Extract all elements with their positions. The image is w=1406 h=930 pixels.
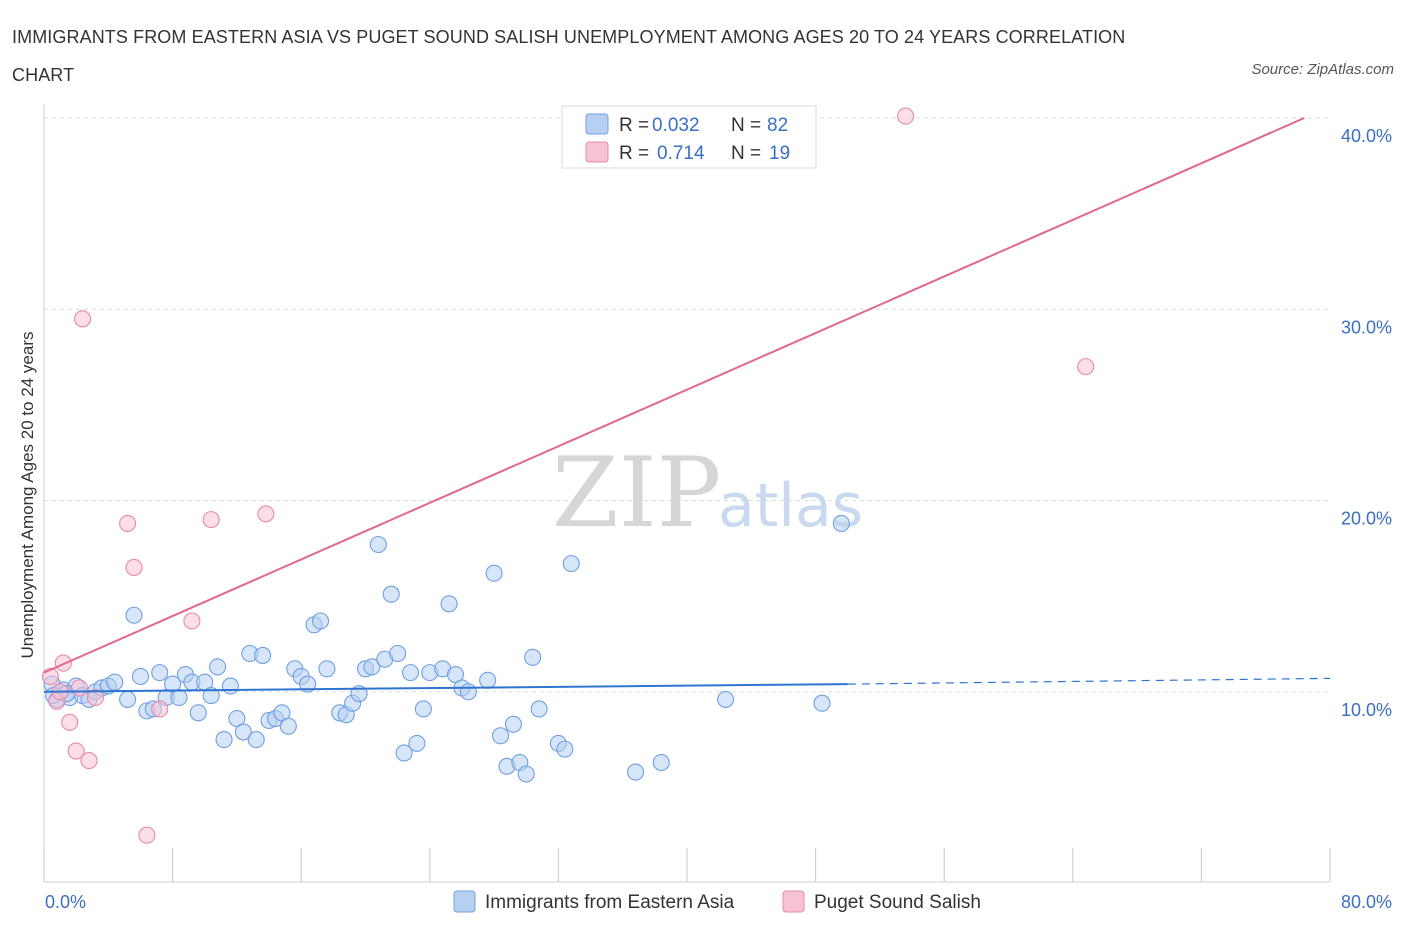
- point-eastern-asia: [389, 644, 407, 663]
- point-eastern-asia: [717, 690, 735, 708]
- point-eastern-asia: [440, 595, 458, 613]
- bottom-legend: Immigrants from Eastern Asia Puget Sound…: [453, 890, 981, 913]
- trend-line-puget-sound-salish: [43, 117, 1305, 674]
- y-tick-label: 20.0%: [1341, 509, 1392, 529]
- point-eastern-asia: [517, 765, 535, 783]
- point-puget-sound-salish: [151, 700, 169, 718]
- point-puget-sound-salish: [183, 612, 201, 630]
- point-eastern-asia: [189, 704, 207, 722]
- point-eastern-asia: [832, 514, 850, 533]
- y-tick-label: 30.0%: [1341, 317, 1392, 337]
- legend-r-value: 0.714: [657, 143, 705, 164]
- point-eastern-asia: [401, 664, 420, 682]
- point-puget-sound-salish: [119, 514, 137, 533]
- y-tick-label: 10.0%: [1341, 700, 1392, 720]
- point-puget-sound-salish: [1077, 358, 1095, 376]
- legend: R = 0.032 N = 82 R = 0.714 N = 19: [561, 105, 817, 169]
- point-puget-sound-salish: [74, 310, 92, 328]
- axes: [43, 104, 1331, 883]
- point-puget-sound-salish: [67, 742, 85, 760]
- point-eastern-asia: [151, 664, 169, 682]
- point-eastern-asia: [562, 555, 580, 573]
- point-eastern-asia: [652, 753, 670, 772]
- point-eastern-asia: [524, 648, 542, 666]
- legend-swatch-blue: [585, 113, 609, 135]
- point-eastern-asia: [234, 723, 252, 741]
- point-puget-sound-salish: [80, 752, 98, 770]
- legend-r-label: R =: [619, 115, 649, 136]
- point-eastern-asia: [627, 763, 645, 781]
- x-tick-labels: 0.0% 80.0%: [45, 892, 1392, 912]
- point-puget-sound-salish: [61, 713, 79, 731]
- bottom-legend-label-blue: Immigrants from Eastern Asia: [485, 892, 735, 913]
- trend-lines: [43, 117, 1331, 693]
- gridlines: [44, 117, 1330, 693]
- point-puget-sound-salish: [897, 107, 915, 125]
- point-eastern-asia: [530, 700, 548, 718]
- point-eastern-asia: [813, 694, 831, 712]
- point-eastern-asia: [170, 688, 188, 707]
- point-puget-sound-salish: [70, 679, 88, 697]
- point-eastern-asia: [254, 646, 272, 664]
- point-puget-sound-salish: [257, 505, 275, 523]
- y-tick-labels: 10.0% 20.0% 30.0% 40.0%: [1341, 126, 1392, 720]
- point-eastern-asia: [395, 744, 413, 762]
- point-eastern-asia: [279, 717, 297, 735]
- legend-n-label: N =: [731, 143, 761, 164]
- point-eastern-asia: [369, 535, 387, 554]
- watermark: ZIP atlas: [552, 437, 863, 549]
- point-eastern-asia: [479, 671, 497, 689]
- trend-line-eastern-asia-extension: [847, 677, 1331, 685]
- point-eastern-asia: [504, 715, 522, 733]
- legend-n-value: 19: [769, 143, 790, 164]
- legend-r-value: 0.032: [652, 115, 700, 136]
- point-puget-sound-salish: [202, 511, 220, 529]
- y-tick-label: 40.0%: [1341, 126, 1392, 146]
- y-axis-title: Unemployment Among Ages 20 to 24 years: [18, 332, 37, 659]
- point-eastern-asia: [318, 660, 336, 678]
- point-eastern-asia: [202, 687, 220, 705]
- point-eastern-asia: [299, 675, 317, 693]
- data-points: [41, 107, 1095, 844]
- watermark-zip: ZIP: [552, 437, 721, 549]
- point-eastern-asia: [556, 740, 574, 758]
- bottom-legend-swatch-pink: [782, 890, 805, 913]
- legend-n-value: 82: [767, 115, 788, 136]
- point-eastern-asia: [106, 673, 124, 691]
- point-eastern-asia: [247, 731, 265, 749]
- point-eastern-asia: [459, 683, 477, 701]
- x-tick-label: 80.0%: [1341, 892, 1392, 912]
- point-eastern-asia: [119, 690, 137, 708]
- legend-r-label: R =: [619, 143, 649, 164]
- point-puget-sound-salish: [138, 826, 156, 844]
- point-eastern-asia: [491, 727, 510, 745]
- point-eastern-asia: [408, 734, 426, 752]
- point-eastern-asia: [221, 677, 240, 695]
- point-eastern-asia: [414, 700, 432, 718]
- source-label: Source: ZipAtlas.com: [1251, 61, 1394, 78]
- point-eastern-asia: [209, 658, 227, 676]
- point-eastern-asia: [382, 585, 400, 603]
- trend-line-eastern-asia: [43, 683, 848, 693]
- legend-swatch-pink: [585, 141, 609, 163]
- point-eastern-asia: [363, 658, 381, 676]
- bottom-legend-label-pink: Puget Sound Salish: [814, 892, 981, 913]
- point-puget-sound-salish: [86, 688, 104, 707]
- x-tick-label: 0.0%: [45, 892, 86, 912]
- point-eastern-asia: [131, 667, 149, 686]
- legend-n-label: N =: [731, 115, 761, 136]
- point-eastern-asia: [311, 612, 330, 630]
- point-eastern-asia: [125, 606, 143, 624]
- point-puget-sound-salish: [125, 558, 143, 576]
- chart-title: IMMIGRANTS FROM EASTERN ASIA VS PUGET SO…: [12, 27, 1126, 85]
- point-eastern-asia: [215, 731, 233, 749]
- point-eastern-asia: [485, 564, 503, 582]
- bottom-legend-swatch-blue: [453, 890, 476, 913]
